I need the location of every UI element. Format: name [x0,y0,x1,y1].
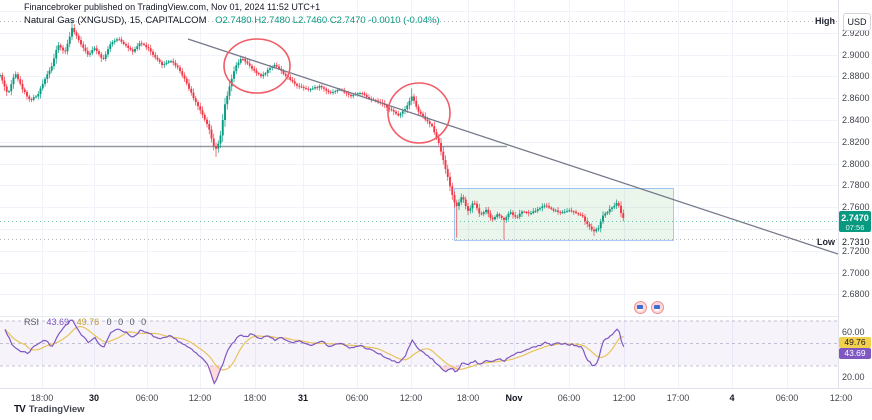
price-tick: 2.8200 [842,136,870,147]
tradingview-logo-icon: TV [14,404,26,415]
price-tick: 2.7000 [842,267,870,278]
time-tick: 31 [297,393,309,403]
time-tick: 06:00 [557,393,581,403]
high-label: High [815,16,835,26]
time-tick: 18:00 [456,393,480,403]
low-price-label: 2.7310 [842,237,870,247]
price-tick: 2.6800 [842,289,870,300]
price-tick: 2.8800 [842,71,870,82]
currency-unit-button[interactable]: USD [843,13,871,31]
time-axis[interactable] [0,388,872,409]
rsi-value: 43.69 [46,317,70,327]
attribution-text: Financebroker published on TradingView.c… [24,2,321,12]
rsi-ma-value: 49.76 [76,317,100,327]
time-tick: 06:00 [135,393,159,403]
time-tick: 06:00 [775,393,799,403]
current-price: 2.7470 [841,213,869,223]
time-tick: 12:00 [399,393,423,403]
rsi-value-badge: 43.69 [839,348,871,359]
price-tick: 2.7200 [842,245,870,256]
rsi-extra-values: 0 0 0 0 [106,317,149,327]
time-tick: 17:00 [666,393,690,403]
price-tick: 2.9200 [842,27,870,38]
time-tick: Nov [505,393,523,403]
rsi-ma-badge: 49.76 [839,337,871,348]
symbol-legend[interactable]: Natural Gas (XNGUSD), 15, CAPITALCOM O2.… [24,15,440,26]
price-tick: 2.8600 [842,93,870,104]
price-tick: 2.7600 [842,202,870,213]
price-tick: 2.8400 [842,114,870,125]
emoji-sticker[interactable] [651,301,664,314]
tradingview-logo-text: TradingView [28,404,85,415]
emoji-sticker[interactable] [634,301,647,314]
bar-countdown: 07:56 [845,223,865,232]
symbol-title[interactable]: Natural Gas (XNGUSD), 15, CAPITALCOM [24,15,207,26]
pane-divider[interactable] [0,316,872,317]
time-tick: 18:00 [243,393,267,403]
time-tick: 12:00 [612,393,636,403]
tradingview-logo[interactable]: TV TradingView [14,404,85,415]
price-tick: 2.7800 [842,180,870,191]
rsi-legend[interactable]: RSI 43.69 49.76 0 0 0 0 [24,317,148,327]
current-price-badge[interactable]: 2.7470 07:56 [839,211,871,232]
time-tick: 30 [88,393,100,403]
time-tick: 12:00 [188,393,212,403]
price-tick: 2.8000 [842,158,870,169]
time-tick: 06:00 [345,393,369,403]
rsi-title[interactable]: RSI [24,317,40,327]
rsi-tick: 20.00 [842,371,865,382]
low-label: Low [817,237,835,247]
chart-canvas[interactable] [0,0,838,388]
price-tick: 2.9000 [842,49,870,60]
time-tick: 12:00 [829,393,853,403]
time-tick: 18:00 [30,393,54,403]
ohlc-values: O2.7480 H2.7480 L2.7460 C2.7470 -0.0010 … [215,15,440,26]
rsi-tick: 60.00 [842,326,865,337]
time-tick: 4 [729,393,735,403]
